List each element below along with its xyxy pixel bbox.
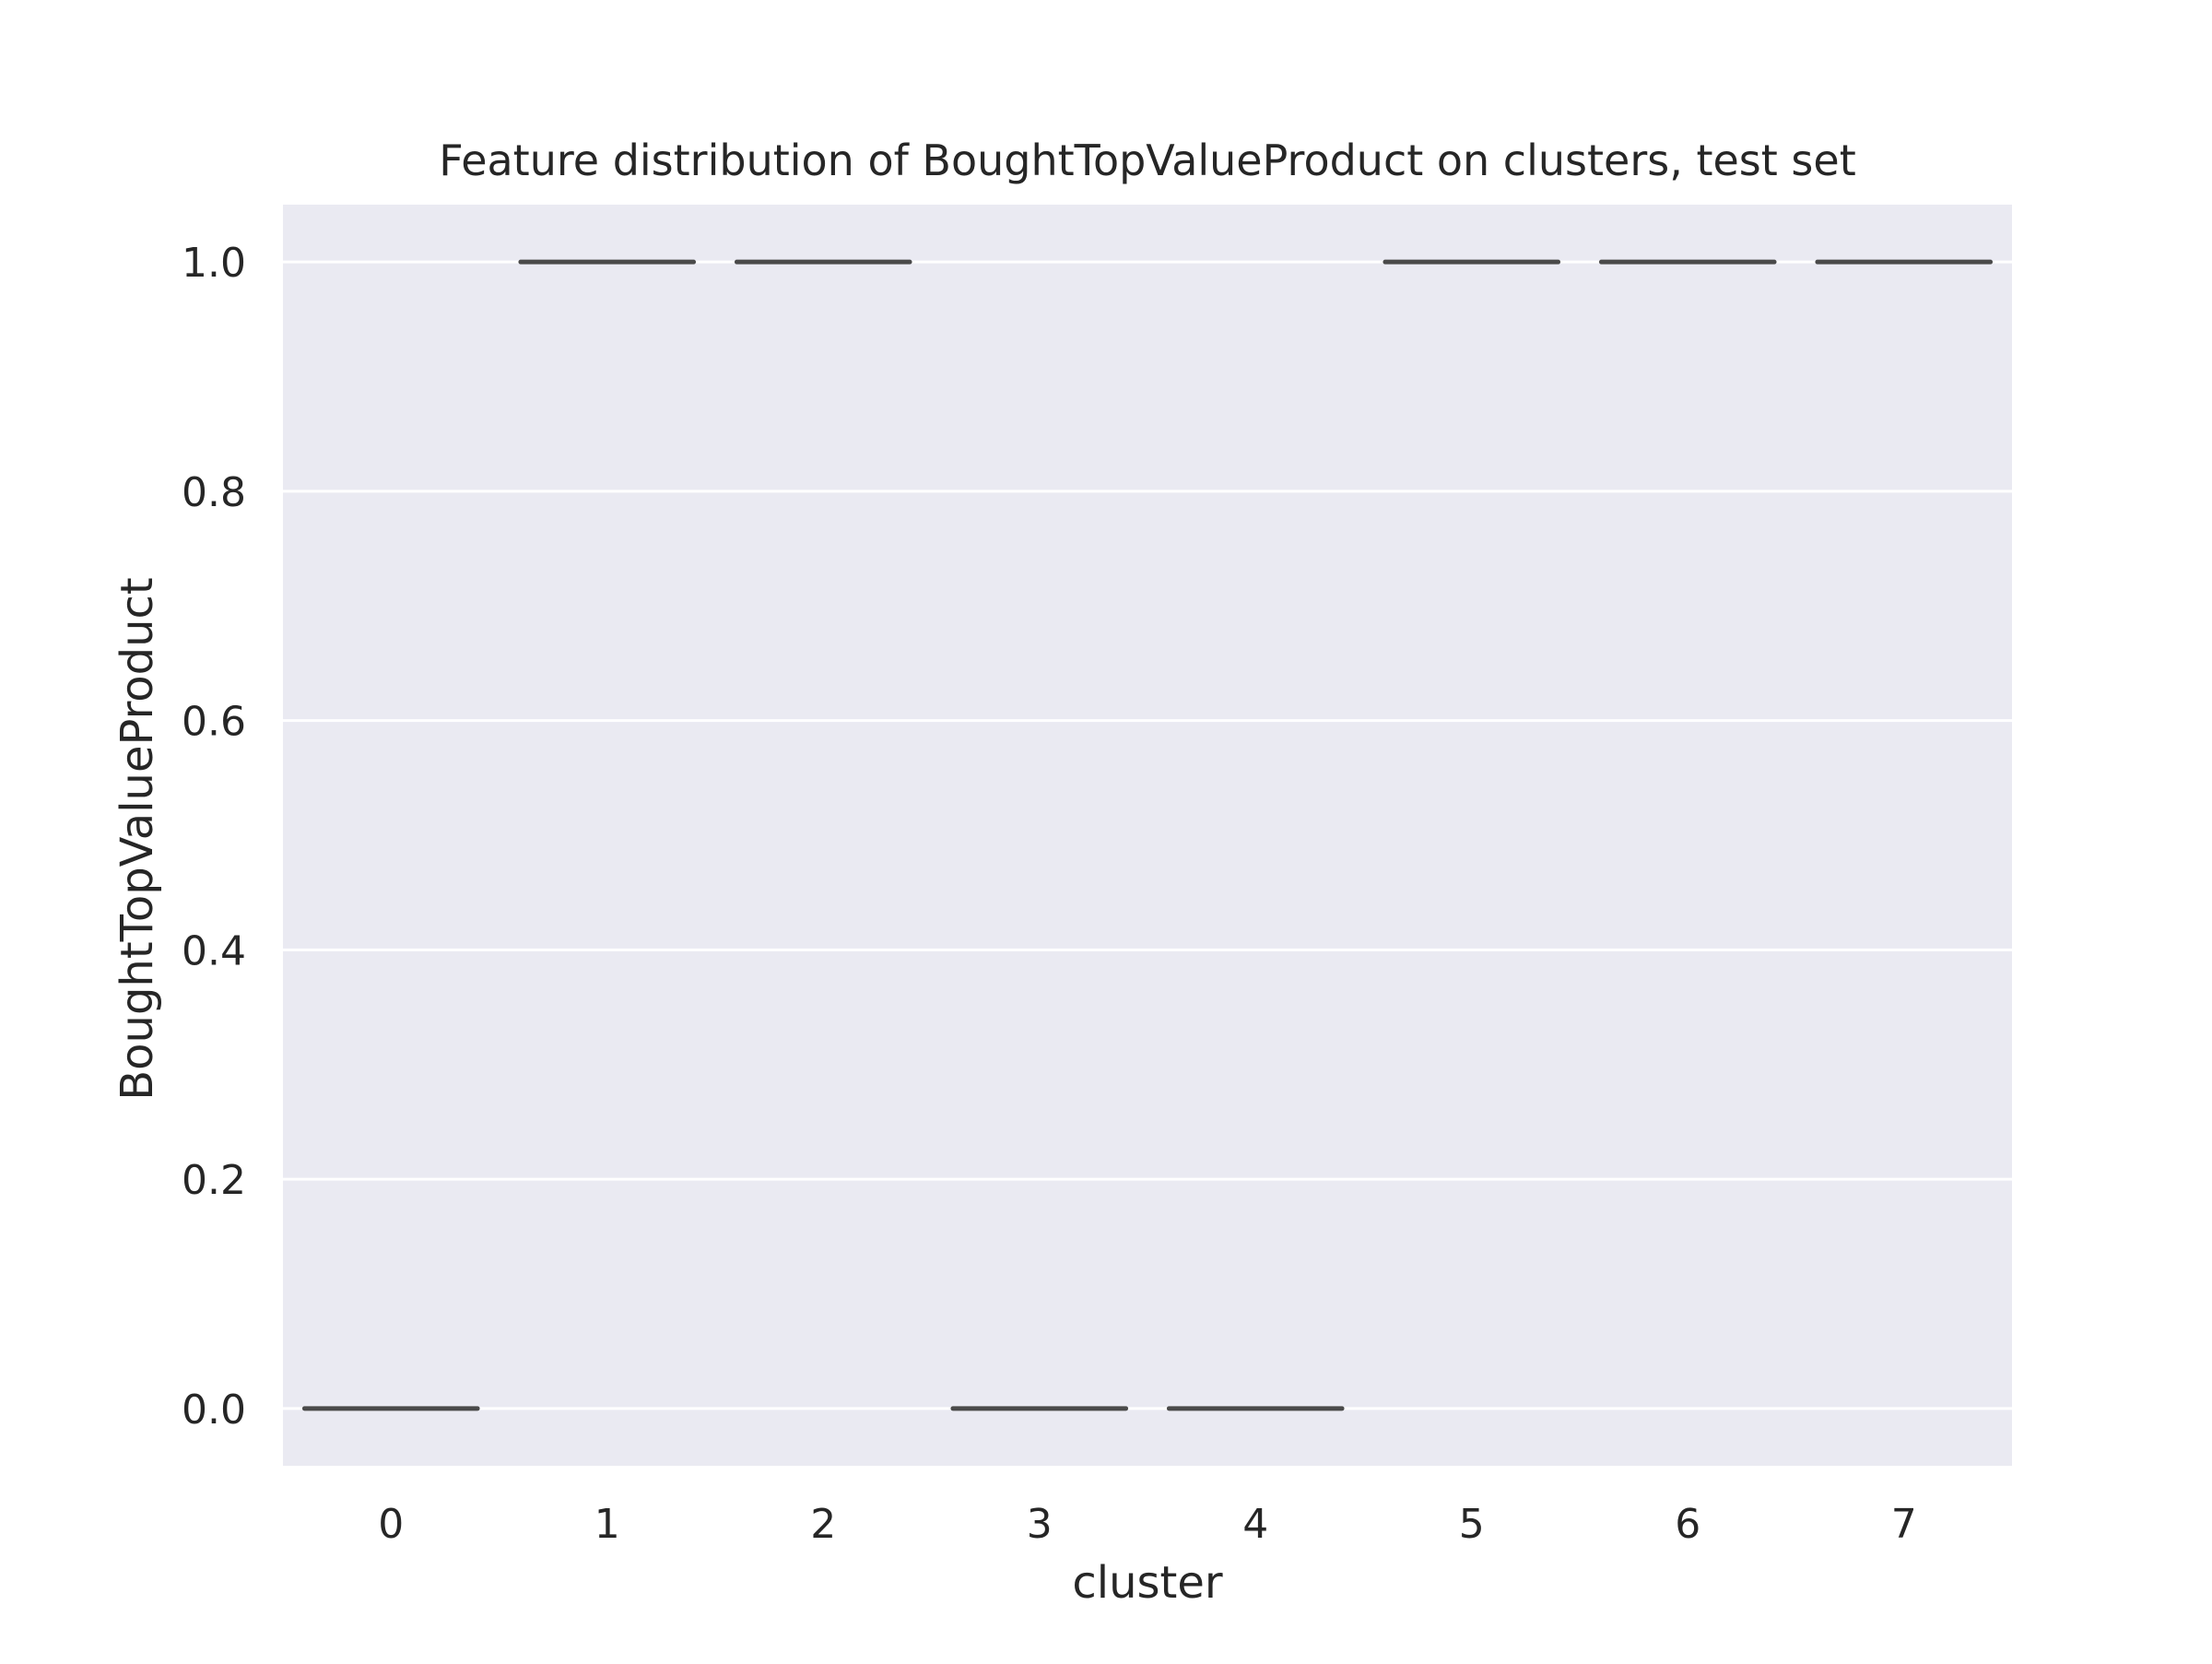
x-tick-label: 1: [594, 1501, 620, 1548]
y-tick-labels: 0.0 0.2 0.4 0.6 0.8 1.0: [182, 240, 246, 1434]
x-tick-label: 4: [1242, 1501, 1268, 1548]
x-axis-label: cluster: [1072, 1557, 1223, 1609]
x-tick-label: 5: [1459, 1501, 1485, 1548]
x-tick-label: 3: [1027, 1501, 1053, 1548]
y-tick-label: 0.0: [182, 1387, 246, 1434]
plot-area: [283, 205, 2012, 1466]
chart-title: Feature distribution of BoughtTopValuePr…: [439, 136, 1855, 185]
x-tick-label: 0: [378, 1501, 404, 1548]
x-tick-labels: 0 1 2 3 4 5 6 7: [378, 1501, 1917, 1548]
x-tick-label: 6: [1675, 1501, 1700, 1548]
y-tick-label: 0.2: [182, 1157, 246, 1204]
y-tick-label: 0.4: [182, 927, 246, 974]
box-marks: [301, 259, 1994, 1411]
x-tick-label: 2: [810, 1501, 836, 1548]
y-axis-label: BoughtTopValueProduct: [112, 577, 163, 1101]
x-tick-label: 7: [1891, 1501, 1917, 1548]
y-tick-label: 0.6: [182, 699, 246, 746]
y-tick-label: 0.8: [182, 469, 246, 516]
y-tick-label: 1.0: [182, 240, 246, 287]
